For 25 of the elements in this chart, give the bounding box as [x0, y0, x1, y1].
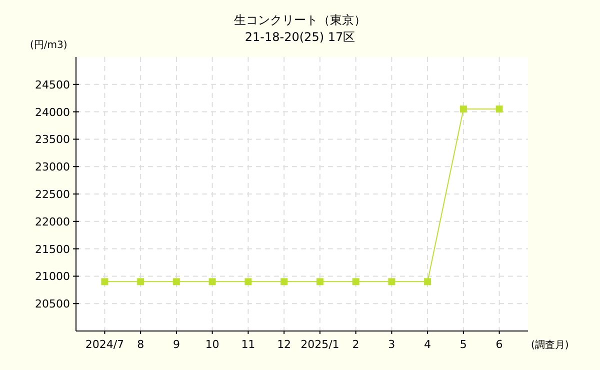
y-tick-label: 23000 [35, 160, 70, 174]
y-axis-title: (円/m3) [30, 40, 68, 51]
x-tick-label: 4 [424, 338, 432, 351]
x-tick-label: 2 [352, 338, 360, 351]
x-tick-label: 8 [137, 338, 144, 351]
y-tick-label: 22000 [35, 215, 70, 228]
y-tick-label: 20500 [35, 298, 70, 311]
x-tick-label: 10 [205, 338, 220, 351]
x-tick-label: 5 [460, 338, 467, 351]
x-tick-label: 2024/7 [85, 338, 124, 351]
y-tick-label: 24500 [35, 78, 70, 92]
y-tick-label: 24000 [35, 106, 70, 119]
x-tick-label: 2025/1 [300, 338, 340, 351]
x-tick-label: 9 [172, 338, 180, 351]
chart-subtitle: 21-18-20(25) 17区 [244, 30, 356, 44]
x-tick-label: 11 [241, 338, 256, 351]
y-tick-label: 22500 [35, 188, 70, 201]
y-tick-label: 23500 [35, 133, 70, 146]
y-tick-label: 21500 [35, 242, 70, 256]
x-tick-label: 3 [388, 338, 396, 351]
chart-title: 生コンクリート（東京） [234, 13, 366, 27]
y-tick-label: 21000 [35, 270, 70, 284]
x-tick-label: 12 [277, 338, 292, 351]
x-axis-title: (調査月) [531, 339, 569, 351]
x-tick-label: 6 [496, 338, 503, 351]
